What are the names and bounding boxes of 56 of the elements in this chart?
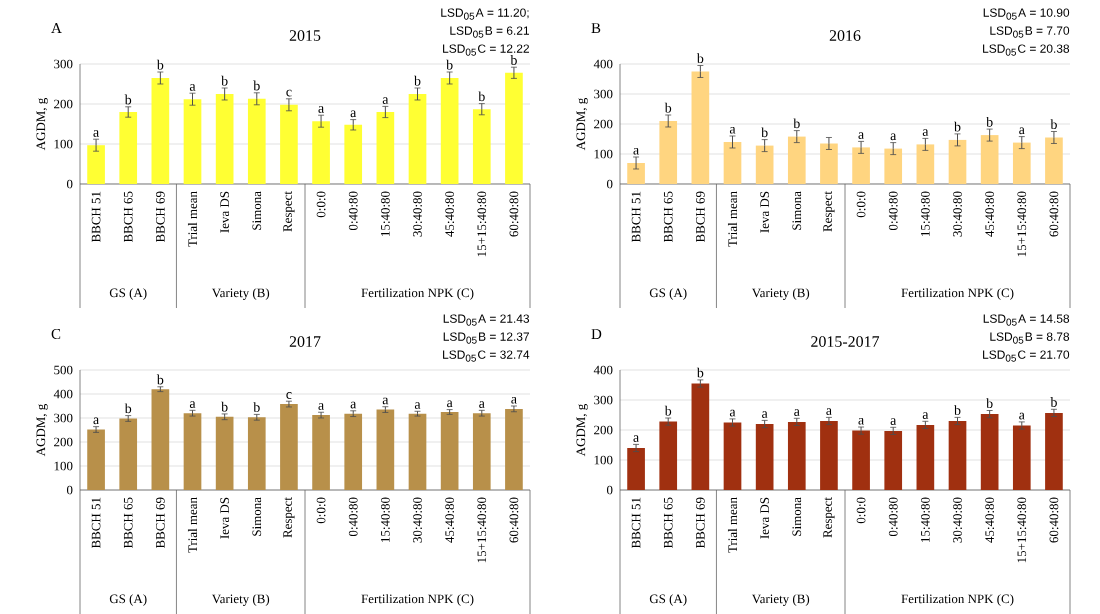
bar bbox=[1045, 412, 1063, 490]
bar bbox=[344, 124, 363, 184]
bar bbox=[787, 421, 806, 490]
bar bbox=[1012, 425, 1031, 490]
bar bbox=[215, 416, 234, 490]
bar bbox=[884, 430, 903, 490]
bar bbox=[151, 78, 170, 184]
bar bbox=[948, 421, 967, 490]
bar bbox=[247, 417, 266, 490]
bar bbox=[215, 94, 234, 184]
bar bbox=[820, 143, 838, 184]
bar bbox=[312, 121, 330, 184]
bar bbox=[87, 429, 105, 490]
bar bbox=[691, 71, 710, 184]
bar bbox=[659, 421, 678, 490]
bar bbox=[87, 145, 105, 184]
bar bbox=[627, 448, 645, 490]
bar bbox=[691, 383, 710, 490]
bar bbox=[1012, 142, 1031, 184]
bar bbox=[119, 418, 138, 490]
bar bbox=[723, 422, 742, 490]
bar bbox=[344, 413, 363, 490]
bar bbox=[376, 112, 395, 184]
bar bbox=[247, 98, 266, 184]
bar bbox=[755, 424, 774, 490]
bar bbox=[916, 144, 935, 184]
bar bbox=[948, 139, 967, 184]
bar bbox=[312, 415, 330, 490]
bar bbox=[376, 409, 395, 490]
bar bbox=[440, 412, 459, 490]
bar bbox=[787, 136, 806, 184]
bar bbox=[280, 104, 298, 184]
bar bbox=[755, 145, 774, 184]
bar bbox=[472, 413, 491, 490]
bar bbox=[1045, 137, 1063, 184]
bar bbox=[884, 148, 903, 184]
bar bbox=[151, 389, 170, 490]
bar bbox=[980, 414, 999, 490]
bar bbox=[916, 424, 935, 490]
bar bbox=[472, 109, 491, 184]
bar bbox=[723, 142, 742, 184]
bar bbox=[280, 404, 298, 490]
bar bbox=[119, 112, 138, 184]
bar bbox=[852, 430, 870, 490]
bar bbox=[408, 413, 427, 490]
bar bbox=[183, 99, 202, 184]
bar bbox=[980, 135, 999, 184]
bar bbox=[183, 413, 202, 490]
bar bbox=[852, 147, 870, 184]
bar bbox=[505, 408, 523, 490]
bar bbox=[408, 94, 427, 184]
bar bbox=[820, 421, 838, 490]
bar bbox=[627, 163, 645, 184]
bar bbox=[440, 78, 459, 184]
bar bbox=[505, 72, 523, 184]
bar bbox=[659, 121, 678, 184]
